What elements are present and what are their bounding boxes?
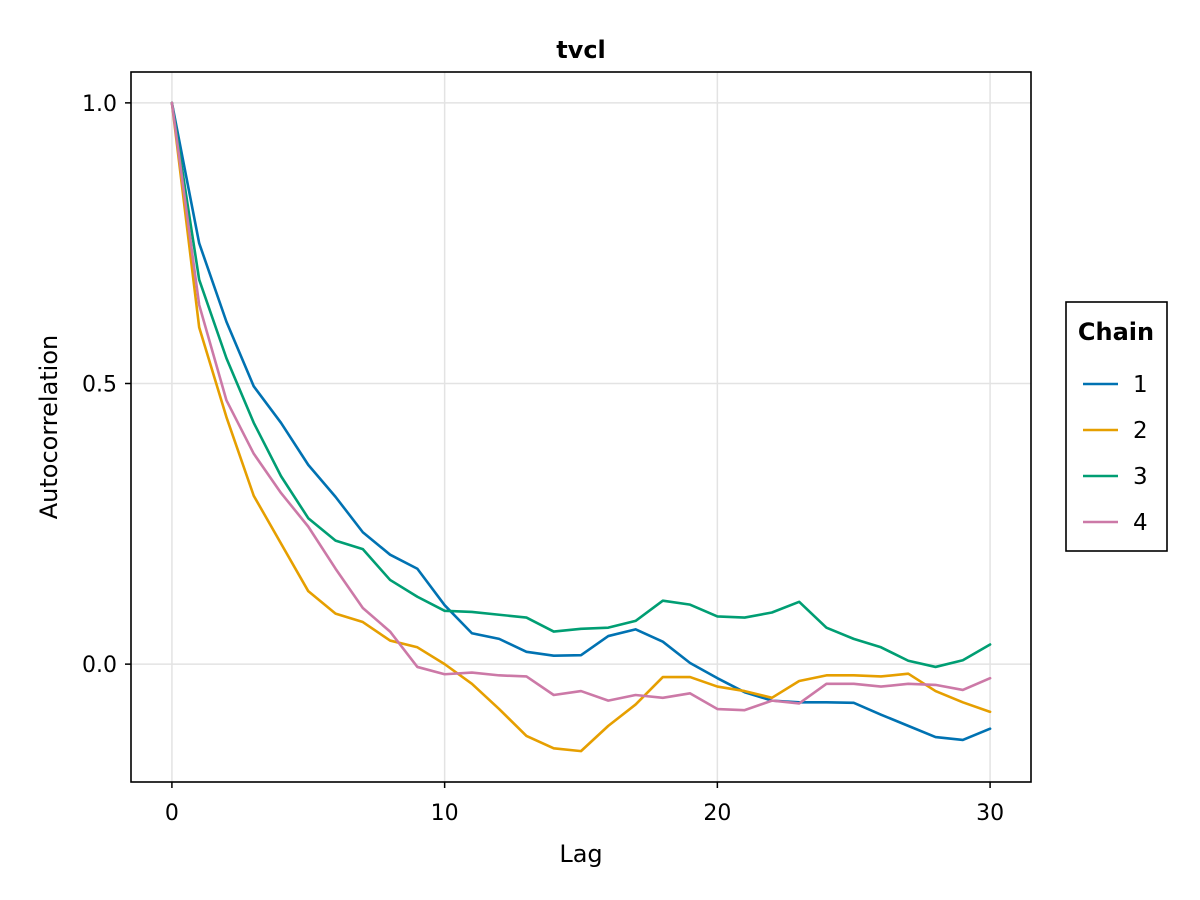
x-tick-label-2: 20 bbox=[703, 801, 731, 826]
series-line-chain-4 bbox=[170, 101, 992, 712]
chart-title: tvcl bbox=[556, 36, 606, 64]
series-line-chain-1 bbox=[170, 101, 992, 742]
series-layer bbox=[170, 101, 992, 753]
series-line-chain-3 bbox=[170, 101, 992, 669]
y-tick-label-0: 0.0 bbox=[82, 653, 117, 678]
x-tick-label-1: 10 bbox=[431, 801, 459, 826]
y-tick-label-1: 0.5 bbox=[82, 373, 117, 398]
legend-title: Chain bbox=[1078, 318, 1154, 346]
legend: Chain 1 2 3 4 bbox=[1065, 301, 1168, 552]
y-axis-ticks: 0.0 0.5 1.0 bbox=[82, 92, 131, 678]
legend-label-chain-3: 3 bbox=[1133, 464, 1148, 490]
gridlines bbox=[131, 72, 1031, 782]
legend-label-chain-2: 2 bbox=[1133, 418, 1148, 444]
x-tick-label-0: 0 bbox=[165, 801, 179, 826]
x-axis-ticks: 0 10 20 30 bbox=[165, 782, 1004, 826]
x-tick-label-3: 30 bbox=[976, 801, 1004, 826]
y-axis-label: Autocorrelation bbox=[35, 335, 63, 520]
series-line-chain-2 bbox=[170, 101, 992, 753]
legend-items: 1 2 3 4 bbox=[1083, 372, 1148, 536]
plot-frame bbox=[130, 71, 1032, 783]
legend-box bbox=[1065, 301, 1168, 552]
legend-label-chain-4: 4 bbox=[1133, 510, 1148, 536]
x-axis-label: Lag bbox=[559, 840, 602, 868]
legend-label-chain-1: 1 bbox=[1133, 372, 1148, 398]
y-tick-label-2: 1.0 bbox=[82, 92, 117, 117]
